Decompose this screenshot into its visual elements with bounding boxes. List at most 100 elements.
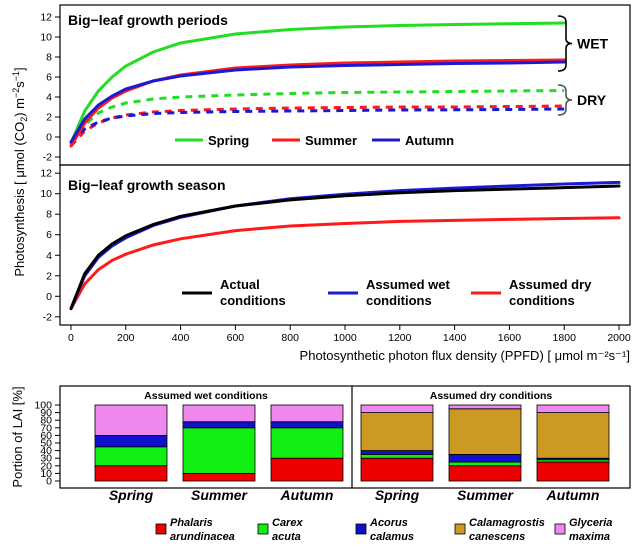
season-label: Summer bbox=[191, 487, 249, 503]
species-swatch-carex bbox=[257, 523, 269, 535]
bar-segment-phalaris bbox=[536, 461, 610, 482]
legend2-label-line1-0: Actual bbox=[220, 277, 260, 292]
dry-label: DRY bbox=[577, 92, 607, 108]
panel3-ytick-label: 60 bbox=[40, 430, 52, 442]
bar-segment-glyceria bbox=[536, 404, 610, 413]
legend2-label-line2-1: conditions bbox=[366, 293, 432, 308]
panel2-series bbox=[69, 180, 621, 311]
bar-segment-carex bbox=[448, 461, 522, 467]
panel3-ytick-label: 10 bbox=[40, 468, 52, 480]
stacked-bars bbox=[94, 404, 610, 482]
panel3-ytick-label: 80 bbox=[40, 415, 52, 427]
bar-segment-glyceria bbox=[94, 404, 168, 436]
panel1-series bbox=[69, 21, 566, 148]
panel1-ytick-label: 6 bbox=[46, 72, 52, 84]
species-swatch-calamagrostis bbox=[454, 523, 466, 535]
panel2-ytick-label: 12 bbox=[40, 168, 52, 180]
bar-segment-calamagrostis bbox=[536, 412, 610, 459]
species-label-line1: Phalaris bbox=[170, 517, 213, 529]
panel2-ytick-label: -2 bbox=[43, 311, 52, 323]
species-swatch-acorus bbox=[355, 523, 367, 535]
line-dashed-autumn bbox=[69, 107, 565, 144]
xtick-label: 1000 bbox=[333, 332, 357, 344]
panel2-ytick-label: 8 bbox=[46, 209, 52, 221]
xtick-label: 1600 bbox=[498, 332, 522, 344]
panel1-ytick-label: 10 bbox=[40, 32, 52, 44]
dry-bracket bbox=[557, 84, 573, 116]
panel3-ytick-label: 20 bbox=[40, 460, 52, 472]
panel2-title: Big−leaf growth season bbox=[68, 177, 226, 193]
xtick-label: 0 bbox=[68, 332, 74, 344]
panel3-frame bbox=[59, 385, 631, 489]
legend2-label-line2-2: conditions bbox=[509, 293, 575, 308]
wet-panel-title: Assumed wet conditions bbox=[144, 390, 268, 402]
x-axis-label: Photosynthetic photon flux density (PPFD… bbox=[300, 348, 630, 363]
line-assumed-dry-conditions bbox=[69, 216, 621, 311]
bar-segment-phalaris bbox=[448, 465, 522, 482]
legend-label-autumn: Autumn bbox=[405, 133, 454, 148]
bar-segment-glyceria bbox=[182, 404, 256, 423]
lai-y-axis-label: Portion of LAI [%] bbox=[10, 386, 25, 487]
season-label: Autumn bbox=[546, 487, 600, 503]
panel3-ytick-label: 0 bbox=[46, 476, 52, 488]
panel2-ytick-label: 2 bbox=[46, 270, 52, 282]
panel3-ytick-label: 30 bbox=[40, 453, 52, 465]
species-label-line1: Acorus bbox=[369, 517, 408, 529]
species-label-line1: Carex bbox=[272, 517, 303, 529]
panel2-axes: -2 0 2 4 6 8 10 12 0 200 400 600 800 1000 1200 1400 1600… bbox=[40, 168, 631, 344]
panel3-ytick-label: 100 bbox=[34, 400, 52, 412]
panel2-ytick-label: 4 bbox=[46, 250, 52, 262]
season-label: Autumn bbox=[280, 487, 334, 503]
bar-segment-glyceria bbox=[270, 404, 344, 423]
panel3-ytick-label: 70 bbox=[40, 422, 52, 434]
growth-season-panel: -2 0 2 4 6 8 10 12 0 200 400 600 800 1000 1200 1400 1600… bbox=[40, 164, 631, 363]
shared-y-axis-label: Photosynthesis [ μmol (CO2) m−2s−1] bbox=[11, 67, 29, 276]
bar-segment-acorus bbox=[182, 421, 256, 429]
line-dashed-spring bbox=[69, 89, 565, 144]
species-label-line2: calamus bbox=[370, 531, 414, 543]
bar-segment-calamagrostis bbox=[448, 408, 522, 455]
panel2-ytick-label: 10 bbox=[40, 188, 52, 200]
wet-label: WET bbox=[577, 36, 609, 52]
species-legend: Phalaris arundinacea Carex acuta Acorus calam… bbox=[155, 517, 612, 543]
bar-segment-carex bbox=[270, 427, 344, 459]
legend2-label-line2-0: conditions bbox=[220, 293, 286, 308]
xtick-label: 400 bbox=[172, 332, 190, 344]
xtick-label: 1800 bbox=[553, 332, 577, 344]
bar-segment-phalaris bbox=[270, 457, 344, 482]
bar-segment-carex bbox=[182, 427, 256, 474]
line-solid-autumn bbox=[69, 60, 566, 144]
panel1-brackets: WET DRY bbox=[557, 15, 609, 116]
bar-segment-acorus bbox=[360, 450, 434, 455]
xtick-label: 1400 bbox=[443, 332, 467, 344]
bar-segment-phalaris bbox=[182, 472, 256, 482]
species-label-line2: canescens bbox=[469, 531, 525, 543]
xtick-label: 1200 bbox=[388, 332, 412, 344]
xtick-label: 2000 bbox=[607, 332, 631, 344]
panel1-legend: Spring Summer Autumn bbox=[175, 133, 454, 148]
panel1-y-axis: -2 0 2 4 6 8 10 12 bbox=[40, 12, 60, 164]
season-label: Spring bbox=[109, 487, 154, 503]
bar-segment-carex bbox=[94, 446, 168, 467]
panel1-ytick-label: 12 bbox=[40, 12, 52, 24]
xtick-label: 600 bbox=[227, 332, 245, 344]
dry-panel-title: Assumed dry conditions bbox=[430, 390, 553, 402]
legend-label-summer: Summer bbox=[305, 133, 357, 148]
growth-periods-panel: -2 0 2 4 6 8 10 12 Big−leaf growth periods Spri… bbox=[40, 4, 631, 166]
wet-bracket bbox=[557, 15, 573, 72]
bar-segment-calamagrostis bbox=[360, 412, 434, 452]
line-actual-conditions bbox=[69, 184, 621, 311]
bar-segment-acorus bbox=[94, 434, 168, 448]
species-label-line2: acuta bbox=[272, 531, 301, 543]
species-label-line2: maxima bbox=[569, 531, 610, 543]
panel1-ytick-label: 8 bbox=[46, 52, 52, 64]
panel1-ytick-label: -2 bbox=[43, 152, 52, 164]
panel3-ytick-label: 40 bbox=[40, 445, 52, 457]
line-dashed-summer bbox=[69, 104, 565, 148]
species-swatch-glyceria bbox=[554, 523, 566, 535]
xtick-label: 200 bbox=[117, 332, 135, 344]
legend2-label-line1-1: Assumed wet bbox=[366, 277, 450, 292]
species-label-line1: Glyceria bbox=[569, 517, 612, 529]
bar-segment-glyceria bbox=[360, 404, 434, 413]
